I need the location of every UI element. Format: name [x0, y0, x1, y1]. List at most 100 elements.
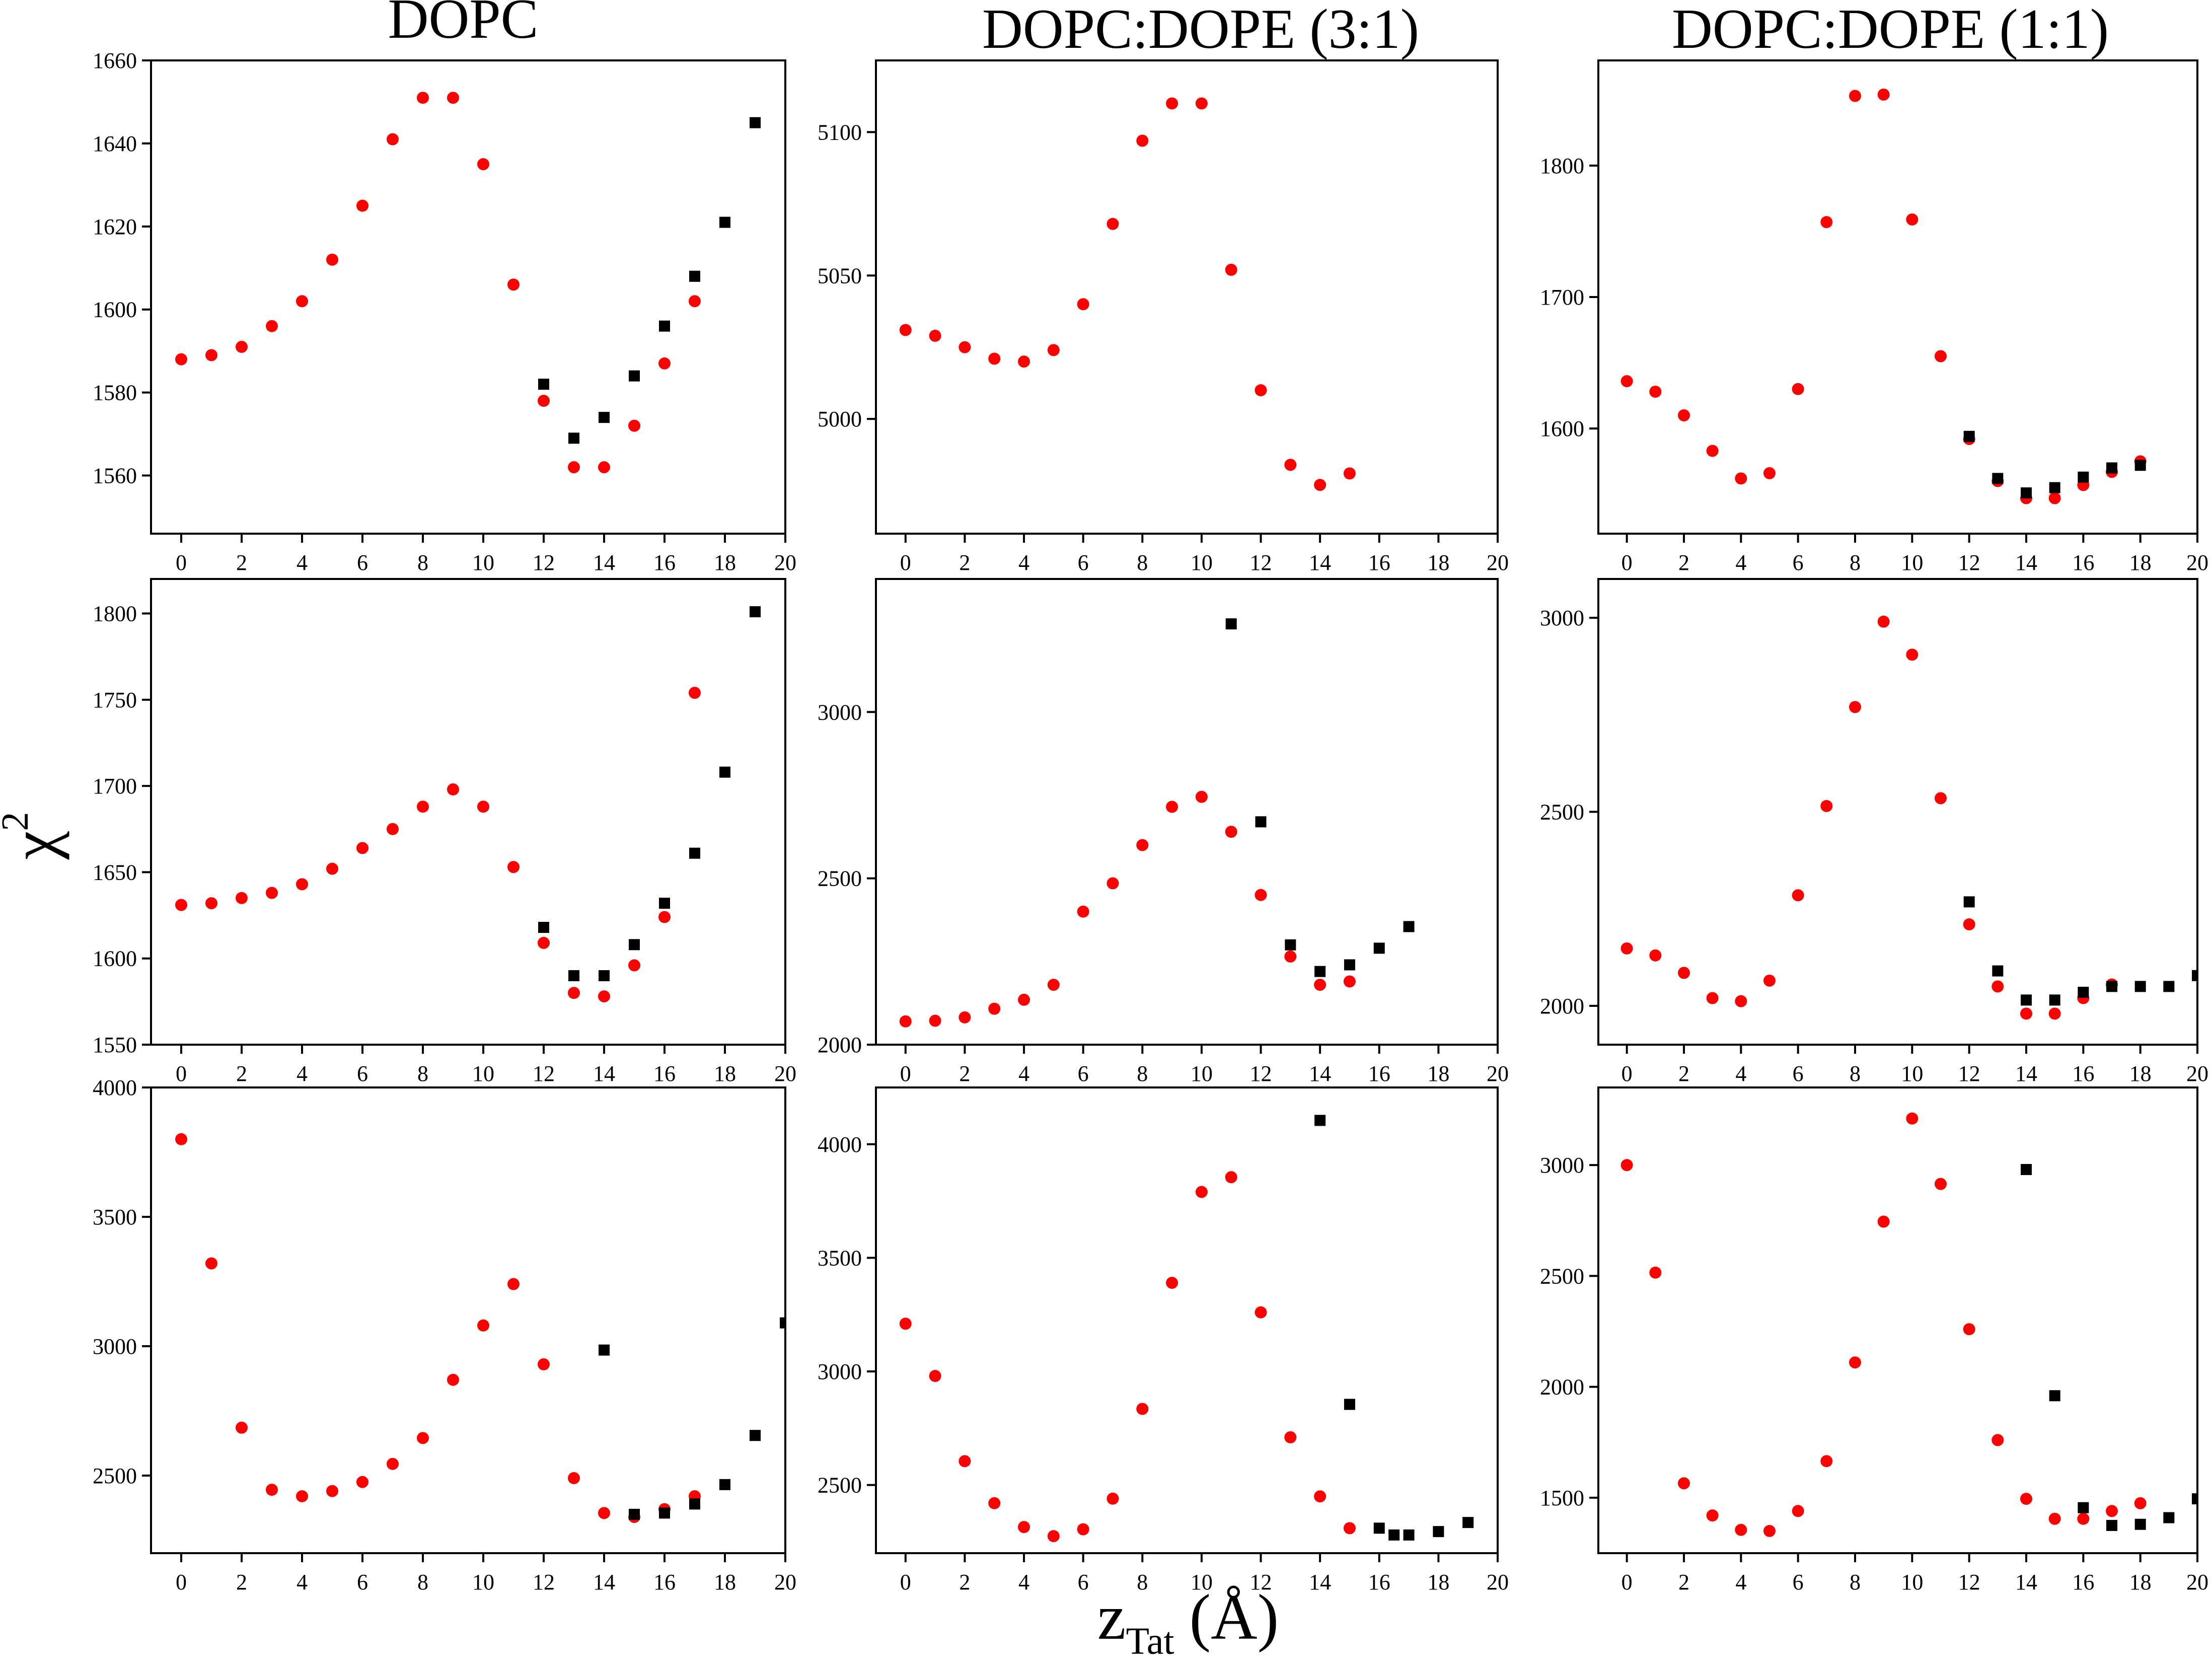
x-tick-label: 6 — [1793, 1061, 1804, 1086]
data-point-circle — [296, 295, 308, 308]
data-point-circle — [1195, 1186, 1208, 1198]
data-point-circle — [568, 461, 580, 474]
x-tick-label: 16 — [1368, 550, 1390, 575]
y-tick-label: 5050 — [818, 263, 862, 288]
x-tick-label: 0 — [1621, 550, 1633, 575]
plot-points — [899, 1115, 1474, 1543]
data-point-circle — [628, 959, 640, 972]
data-point-circle — [598, 1507, 610, 1519]
x-tick-label: 16 — [653, 1061, 676, 1086]
data-point-square — [2106, 981, 2117, 992]
data-point-circle — [1849, 90, 1861, 102]
y-tick-label: 3500 — [818, 1246, 862, 1270]
y-tick-label: 1800 — [1540, 154, 1584, 178]
x-tick-label: 8 — [1850, 1061, 1861, 1086]
data-point-square — [2192, 1493, 2197, 1505]
data-point-square — [1373, 942, 1385, 954]
data-point-circle — [2077, 1512, 2090, 1525]
data-point-circle — [1963, 1323, 1975, 1336]
column-title-dopc-dope-1-1: DOPC:DOPE (1:1) — [1672, 0, 2109, 60]
data-point-square — [750, 606, 761, 618]
data-point-square — [689, 1498, 700, 1510]
data-point-circle — [326, 1485, 338, 1497]
data-point-circle — [1678, 967, 1690, 979]
y-tick-label: 2500 — [1540, 1264, 1584, 1288]
data-point-circle — [417, 1432, 429, 1444]
data-point-circle — [1284, 459, 1297, 471]
y-tick-label: 1640 — [93, 131, 137, 156]
y-tick-label: 1620 — [93, 214, 137, 239]
x-tick-label: 0 — [176, 1061, 187, 1086]
x-tick-label: 4 — [1018, 1061, 1029, 1086]
x-tick-label: 6 — [357, 1570, 368, 1594]
x-tick-label: 20 — [1487, 1061, 1509, 1086]
data-point-square — [2078, 471, 2089, 483]
data-point-circle — [1077, 298, 1089, 311]
panel-r1-c2: 0 2 4 6 8 10 12 14 16 18 20 2000 2500 3000 — [1540, 578, 2208, 1086]
data-point-circle — [1820, 1455, 1833, 1468]
data-point-circle — [236, 340, 248, 353]
y-tick-label: 5000 — [818, 407, 862, 431]
x-tick-label: 20 — [774, 550, 796, 575]
x-tick-label: 12 — [533, 1570, 555, 1594]
x-tick-label: 4 — [297, 1061, 308, 1086]
data-point-square — [1285, 939, 1296, 951]
data-point-circle — [988, 1002, 1001, 1015]
data-point-square — [659, 1507, 670, 1519]
data-point-circle — [507, 278, 520, 291]
data-point-circle — [929, 1370, 941, 1382]
data-point-circle — [689, 687, 701, 699]
data-point-circle — [899, 1318, 912, 1330]
data-point-circle — [1136, 1403, 1149, 1415]
panel-r0-c0: 0 2 4 6 8 10 12 14 16 18 20 1560 1580 1600 1620 1640 166… — [93, 48, 796, 575]
data-point-circle — [387, 133, 399, 145]
y-axis-label-superscript: 2 — [0, 812, 36, 831]
x-tick-label: 20 — [2186, 1061, 2208, 1086]
column-titles: DOPC DOPC:DOPE (3:1) DOPC:DOPE (1:1) — [388, 0, 2109, 60]
data-point-circle — [1763, 974, 1776, 987]
data-point-circle — [236, 892, 248, 904]
data-point-circle — [447, 783, 459, 795]
x-tick-label: 2 — [236, 550, 247, 575]
data-point-square — [1225, 618, 1237, 630]
data-point-square — [599, 412, 610, 423]
data-point-square — [1314, 1115, 1326, 1126]
y-tick-label: 2000 — [1540, 1375, 1584, 1400]
data-point-circle — [1047, 979, 1060, 991]
y-tick-label: 3000 — [93, 1334, 137, 1359]
plot-frame — [875, 1086, 1499, 1554]
x-tick-label: 6 — [357, 550, 368, 575]
data-point-circle — [387, 823, 399, 835]
x-tick-label: 4 — [1018, 1570, 1029, 1594]
y-tick-label: 1500 — [1540, 1486, 1584, 1510]
x-tick-label: 4 — [1735, 1061, 1746, 1086]
data-point-circle — [1649, 386, 1662, 398]
data-point-circle — [538, 1358, 550, 1370]
data-point-square — [568, 970, 579, 981]
data-point-circle — [1225, 1171, 1237, 1184]
y-tick-label: 4000 — [818, 1132, 862, 1157]
plot-points — [175, 606, 761, 1003]
x-tick-label: 6 — [357, 1061, 368, 1086]
y-tick-label: 2500 — [93, 1464, 137, 1488]
x-axis-label-symbol: z — [1097, 1581, 1126, 1653]
data-point-circle — [1906, 213, 1919, 226]
data-point-square — [1963, 430, 1975, 442]
x-tick-label: 20 — [774, 1570, 796, 1594]
data-point-circle — [1792, 1505, 1804, 1517]
data-point-circle — [1018, 1521, 1030, 1534]
plot-frame — [1597, 1086, 2198, 1554]
plot-points — [175, 1133, 785, 1523]
data-point-circle — [205, 1257, 217, 1270]
x-tick-label: 6 — [1793, 550, 1804, 575]
data-point-square — [2049, 994, 2060, 1006]
x-tick-label: 0 — [1621, 1061, 1633, 1086]
x-tick-label: 8 — [417, 1570, 428, 1594]
data-point-circle — [598, 461, 610, 474]
x-tick-label: 14 — [1309, 1061, 1331, 1086]
plot-frame — [150, 59, 786, 535]
x-tick-label: 4 — [1018, 550, 1029, 575]
data-point-circle — [1820, 799, 1833, 812]
data-point-circle — [1678, 409, 1690, 421]
data-point-circle — [598, 990, 610, 1003]
